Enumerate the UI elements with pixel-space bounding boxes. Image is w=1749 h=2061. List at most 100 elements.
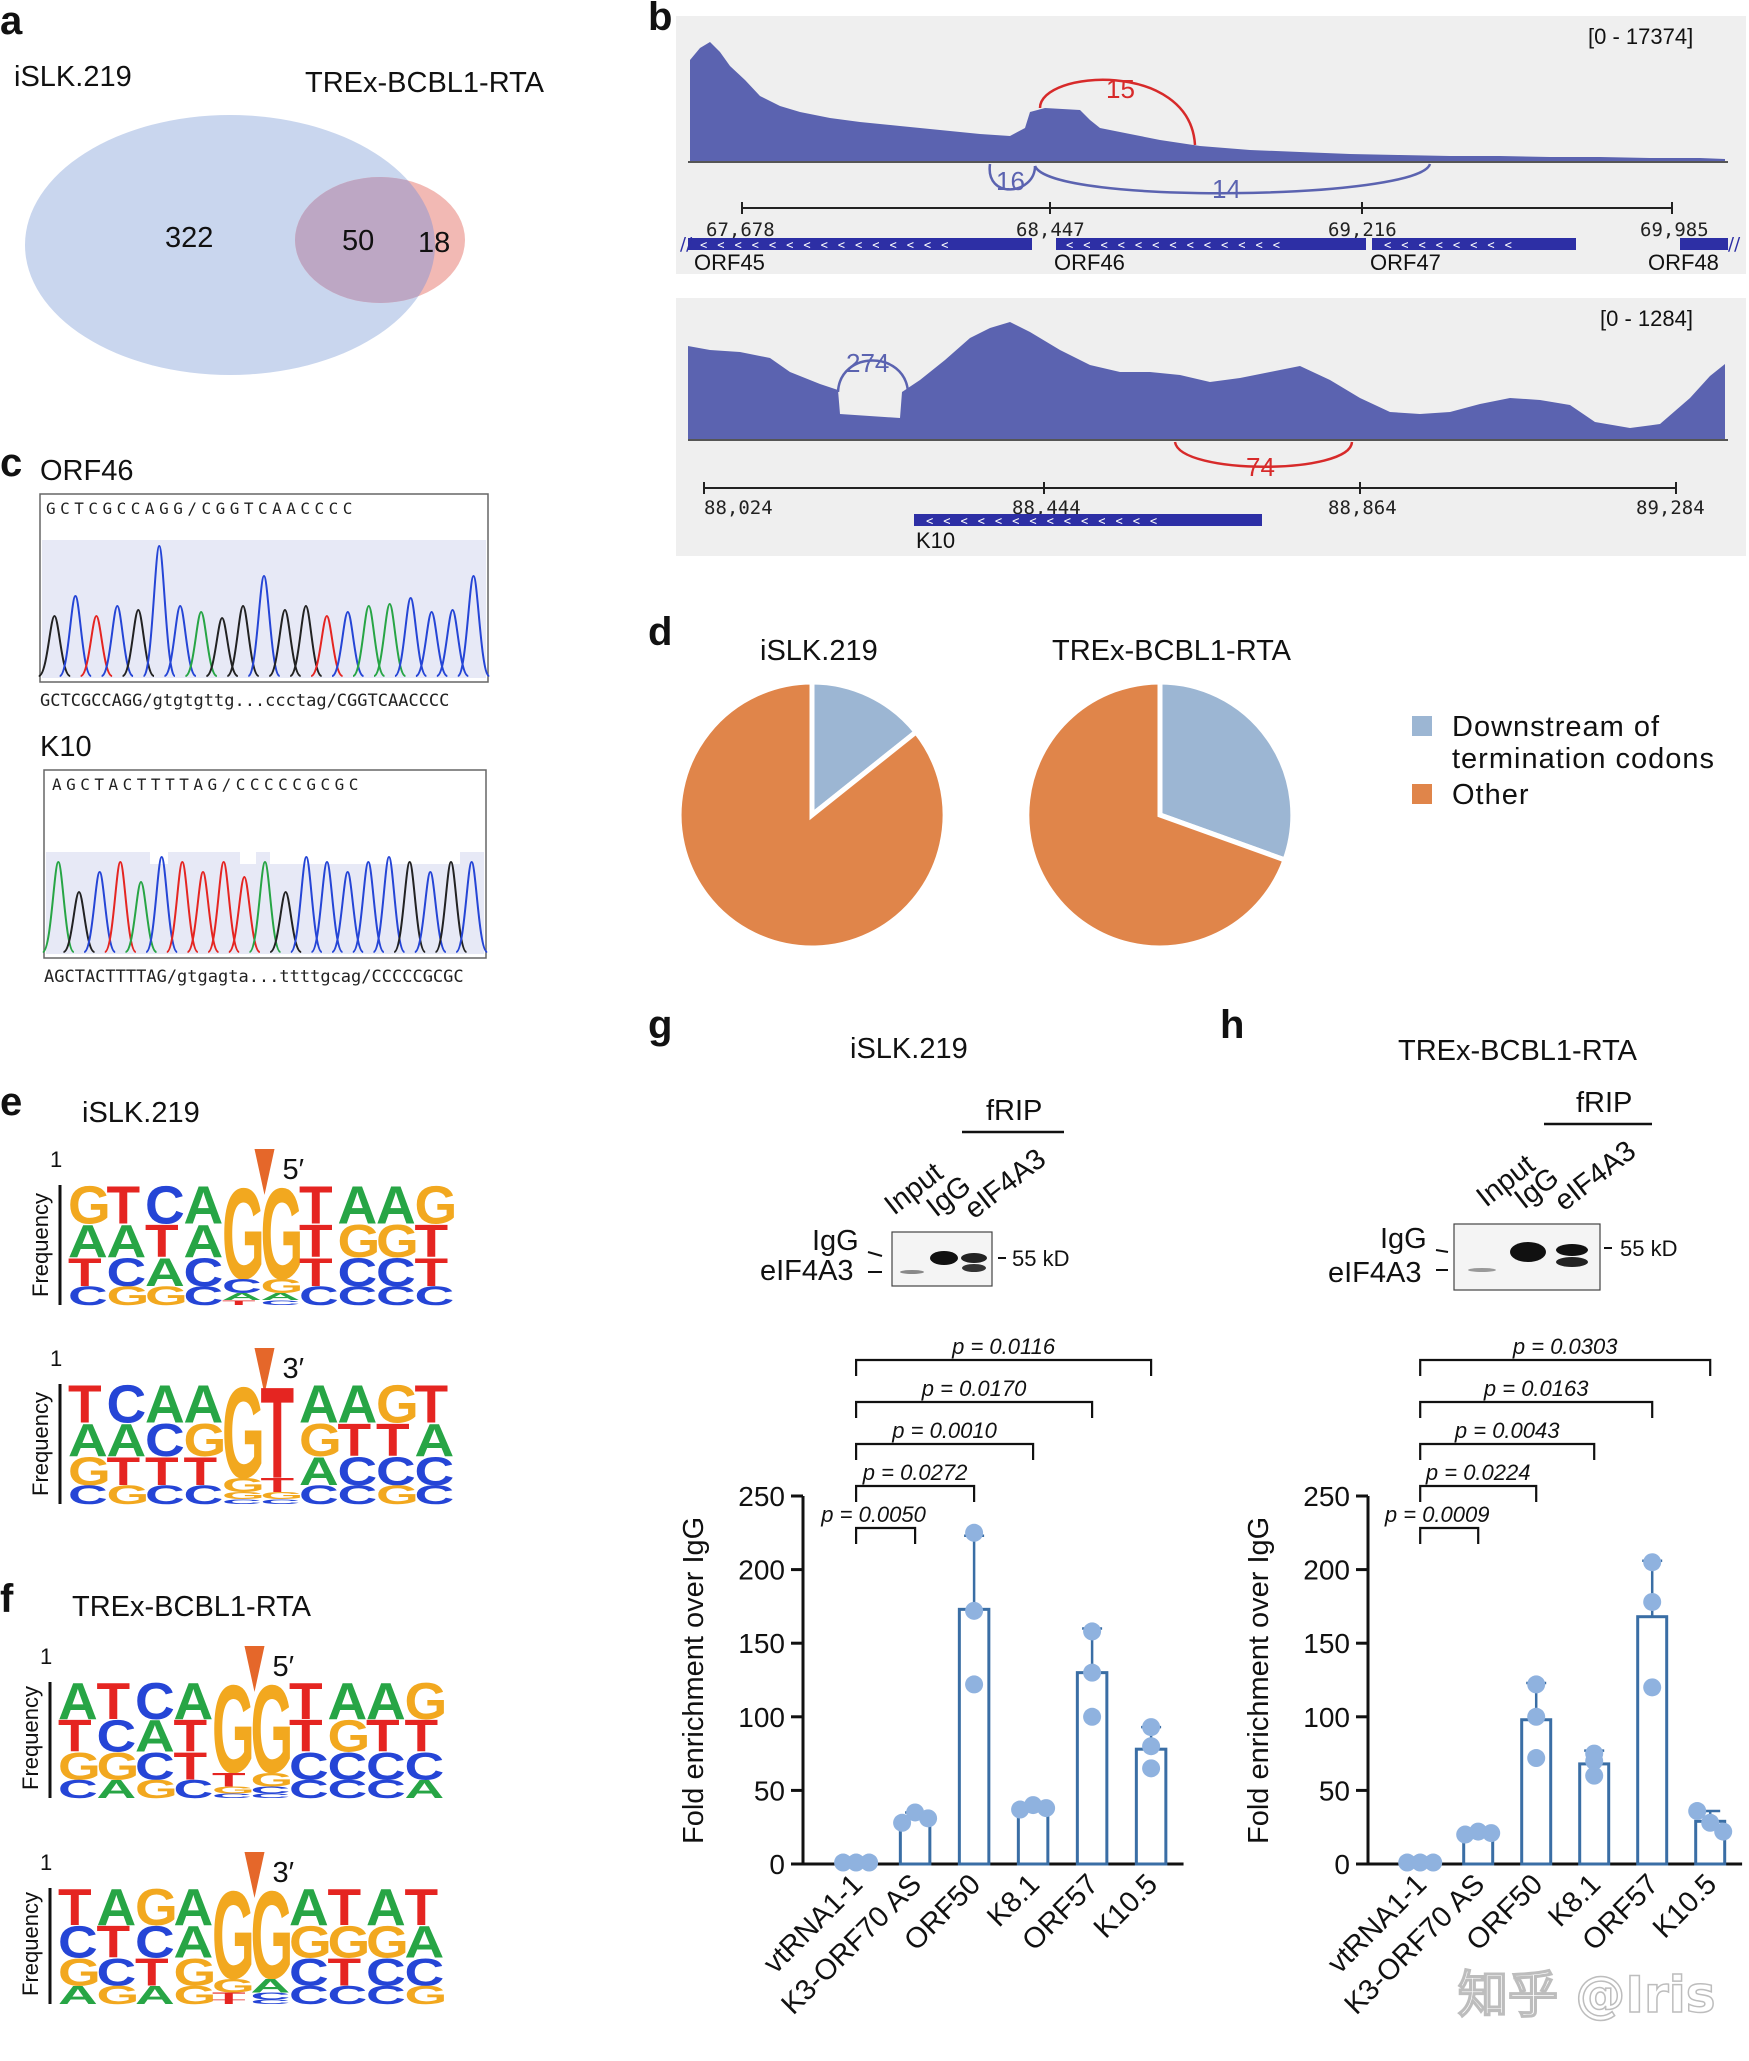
chromatogram-2-trace: [41, 855, 489, 953]
logo-letter-C: C: [376, 1282, 416, 1312]
significance-bracket: [855, 1484, 976, 1502]
y-axis-label: Fold enrichment over IgG: [1243, 1517, 1275, 1844]
logo-2-mark: 3′: [283, 1353, 305, 1385]
logo-letter-G: G: [222, 1490, 265, 1501]
logo-letter-G: G: [328, 1916, 371, 1967]
track-2-junction-74-label: 74: [1246, 452, 1275, 482]
panel-e-logos: e iSLK.219: [0, 1080, 200, 1129]
logo-letter-A: A: [251, 1975, 291, 1997]
logo-letter-T: T: [68, 1375, 102, 1434]
data-point: [965, 1523, 984, 1542]
logo-letter-T: T: [289, 1710, 323, 1761]
data-point: [847, 1853, 866, 1872]
track-2-coord-2: 88,444: [1012, 497, 1081, 519]
logo-letter-C: C: [376, 1250, 416, 1295]
logo-letter-T: T: [174, 1745, 208, 1788]
blot-g-kd: 55 kD: [1012, 1246, 1069, 1271]
chromatogram-2-peak: [331, 870, 365, 953]
logo-letter-G: G: [251, 1864, 294, 2005]
logo-letter-G: G: [222, 1474, 265, 1496]
logo-letter-C: C: [145, 1481, 185, 1511]
logo-letter-G: G: [376, 1375, 419, 1434]
logo-letter-T: T: [415, 1250, 449, 1295]
chromatogram-1-peak: [331, 610, 365, 677]
logo-letter-T: T: [299, 1176, 333, 1235]
logo-letter-G: G: [328, 1710, 371, 1761]
logo-letter-T: T: [289, 1674, 323, 1731]
logo-letter-A: A: [338, 1375, 378, 1434]
logo-letter-A: A: [107, 1215, 147, 1267]
data-point: [1701, 1813, 1720, 1832]
logo-letter-A: A: [68, 1215, 108, 1267]
data-point: [1469, 1822, 1488, 1841]
chromatogram-1-peak: [373, 602, 407, 677]
logo-letter-A: A: [184, 1176, 224, 1235]
y-tick-label: 100: [738, 1702, 785, 1733]
logo-letter-T: T: [299, 1215, 333, 1267]
chromatogram-2-peak: [227, 875, 261, 953]
data-point: [1083, 1707, 1102, 1726]
track-1-junction-15: [1038, 78, 1197, 146]
data-point: [1482, 1824, 1501, 1843]
p-value-label: p = 0.0050: [820, 1502, 926, 1527]
logo-letter-G: G: [107, 1282, 150, 1312]
chromatogram-2-peak: [248, 860, 282, 953]
track-2-coord-3: 88,864: [1328, 497, 1397, 519]
logo-1-splice-arrow: [254, 1149, 275, 1195]
chromatogram-2-peak: [455, 860, 489, 953]
logo-letter-T: T: [68, 1250, 102, 1295]
chromatogram-1-peak: [456, 574, 491, 677]
p-value-label: p = 0.0303: [1512, 1334, 1618, 1359]
chromatogram-1-peak: [247, 574, 281, 677]
chromatogram-2-peak: [145, 855, 179, 953]
bar: [957, 1607, 991, 1866]
data-point: [1585, 1751, 1604, 1770]
logo-letter-A: A: [145, 1375, 185, 1434]
panel-letter-b: b: [648, 0, 672, 39]
logo-3-scale: 1: [40, 1644, 52, 1669]
logo-letter-C: C: [135, 1674, 175, 1731]
pie-legend: Downstream of termination codons Other: [1412, 711, 1715, 811]
logo-letter-C: C: [338, 1282, 378, 1312]
track-1-junction-15-label: 15: [1106, 74, 1135, 104]
logo-letter-A: A: [261, 1291, 301, 1302]
track-1-coord-2: 68,447: [1016, 219, 1085, 241]
logo-letter-T: T: [338, 1414, 372, 1466]
logo-letter-C: C: [251, 1792, 291, 1799]
pie-1-slice-downstream: [809, 679, 920, 821]
chromatogram-2-peak: [103, 860, 137, 953]
chromatogram-2-peak: [310, 860, 344, 953]
significance-bracket: [1419, 1358, 1712, 1376]
watermark: 知乎 @Iris: [1458, 1966, 1716, 2024]
data-point: [1037, 1799, 1056, 1818]
logo-letter-C: C: [338, 1250, 378, 1295]
logo-letter-G: G: [251, 1769, 294, 1791]
pie-1-slice-other: [676, 679, 948, 951]
logo-letter-C: C: [328, 1775, 368, 1804]
logo-letter-T: T: [328, 1880, 362, 1937]
logo-letter-G: G: [376, 1481, 419, 1511]
logo-letter-A: A: [135, 1710, 175, 1761]
logo-letter-G: G: [145, 1282, 188, 1312]
logo-4-splice-arrow: [244, 1852, 265, 1898]
legend-label-downstream-2: termination codons: [1452, 743, 1715, 775]
legend-label-downstream-1: Downstream of: [1452, 711, 1660, 743]
logo-letter-T: T: [97, 1674, 131, 1731]
logo-letter-C: C: [366, 1775, 406, 1804]
logo-letter-G: G: [184, 1414, 227, 1466]
chromatogram-1-peak: [289, 604, 323, 677]
significance-bracket: [855, 1442, 1035, 1460]
logo-letter-A: A: [97, 1880, 137, 1937]
logo-letter-G: G: [405, 1981, 448, 2010]
panel-letter-f: f: [0, 1577, 14, 1621]
chromatogram-1-peak: [79, 614, 114, 677]
significance-bracket: [855, 1526, 917, 1544]
track-1-gene-label-2: ORF46: [1054, 250, 1125, 275]
logo-letter-C: C: [97, 1710, 137, 1761]
y-axis-label: Fold enrichment over IgG: [678, 1517, 710, 1844]
blot-g-lane-eif4a3: eIF4A3: [959, 1143, 1052, 1226]
track-1-junction-14-label: 14: [1212, 174, 1241, 204]
logo-letter-A: A: [174, 1674, 214, 1731]
